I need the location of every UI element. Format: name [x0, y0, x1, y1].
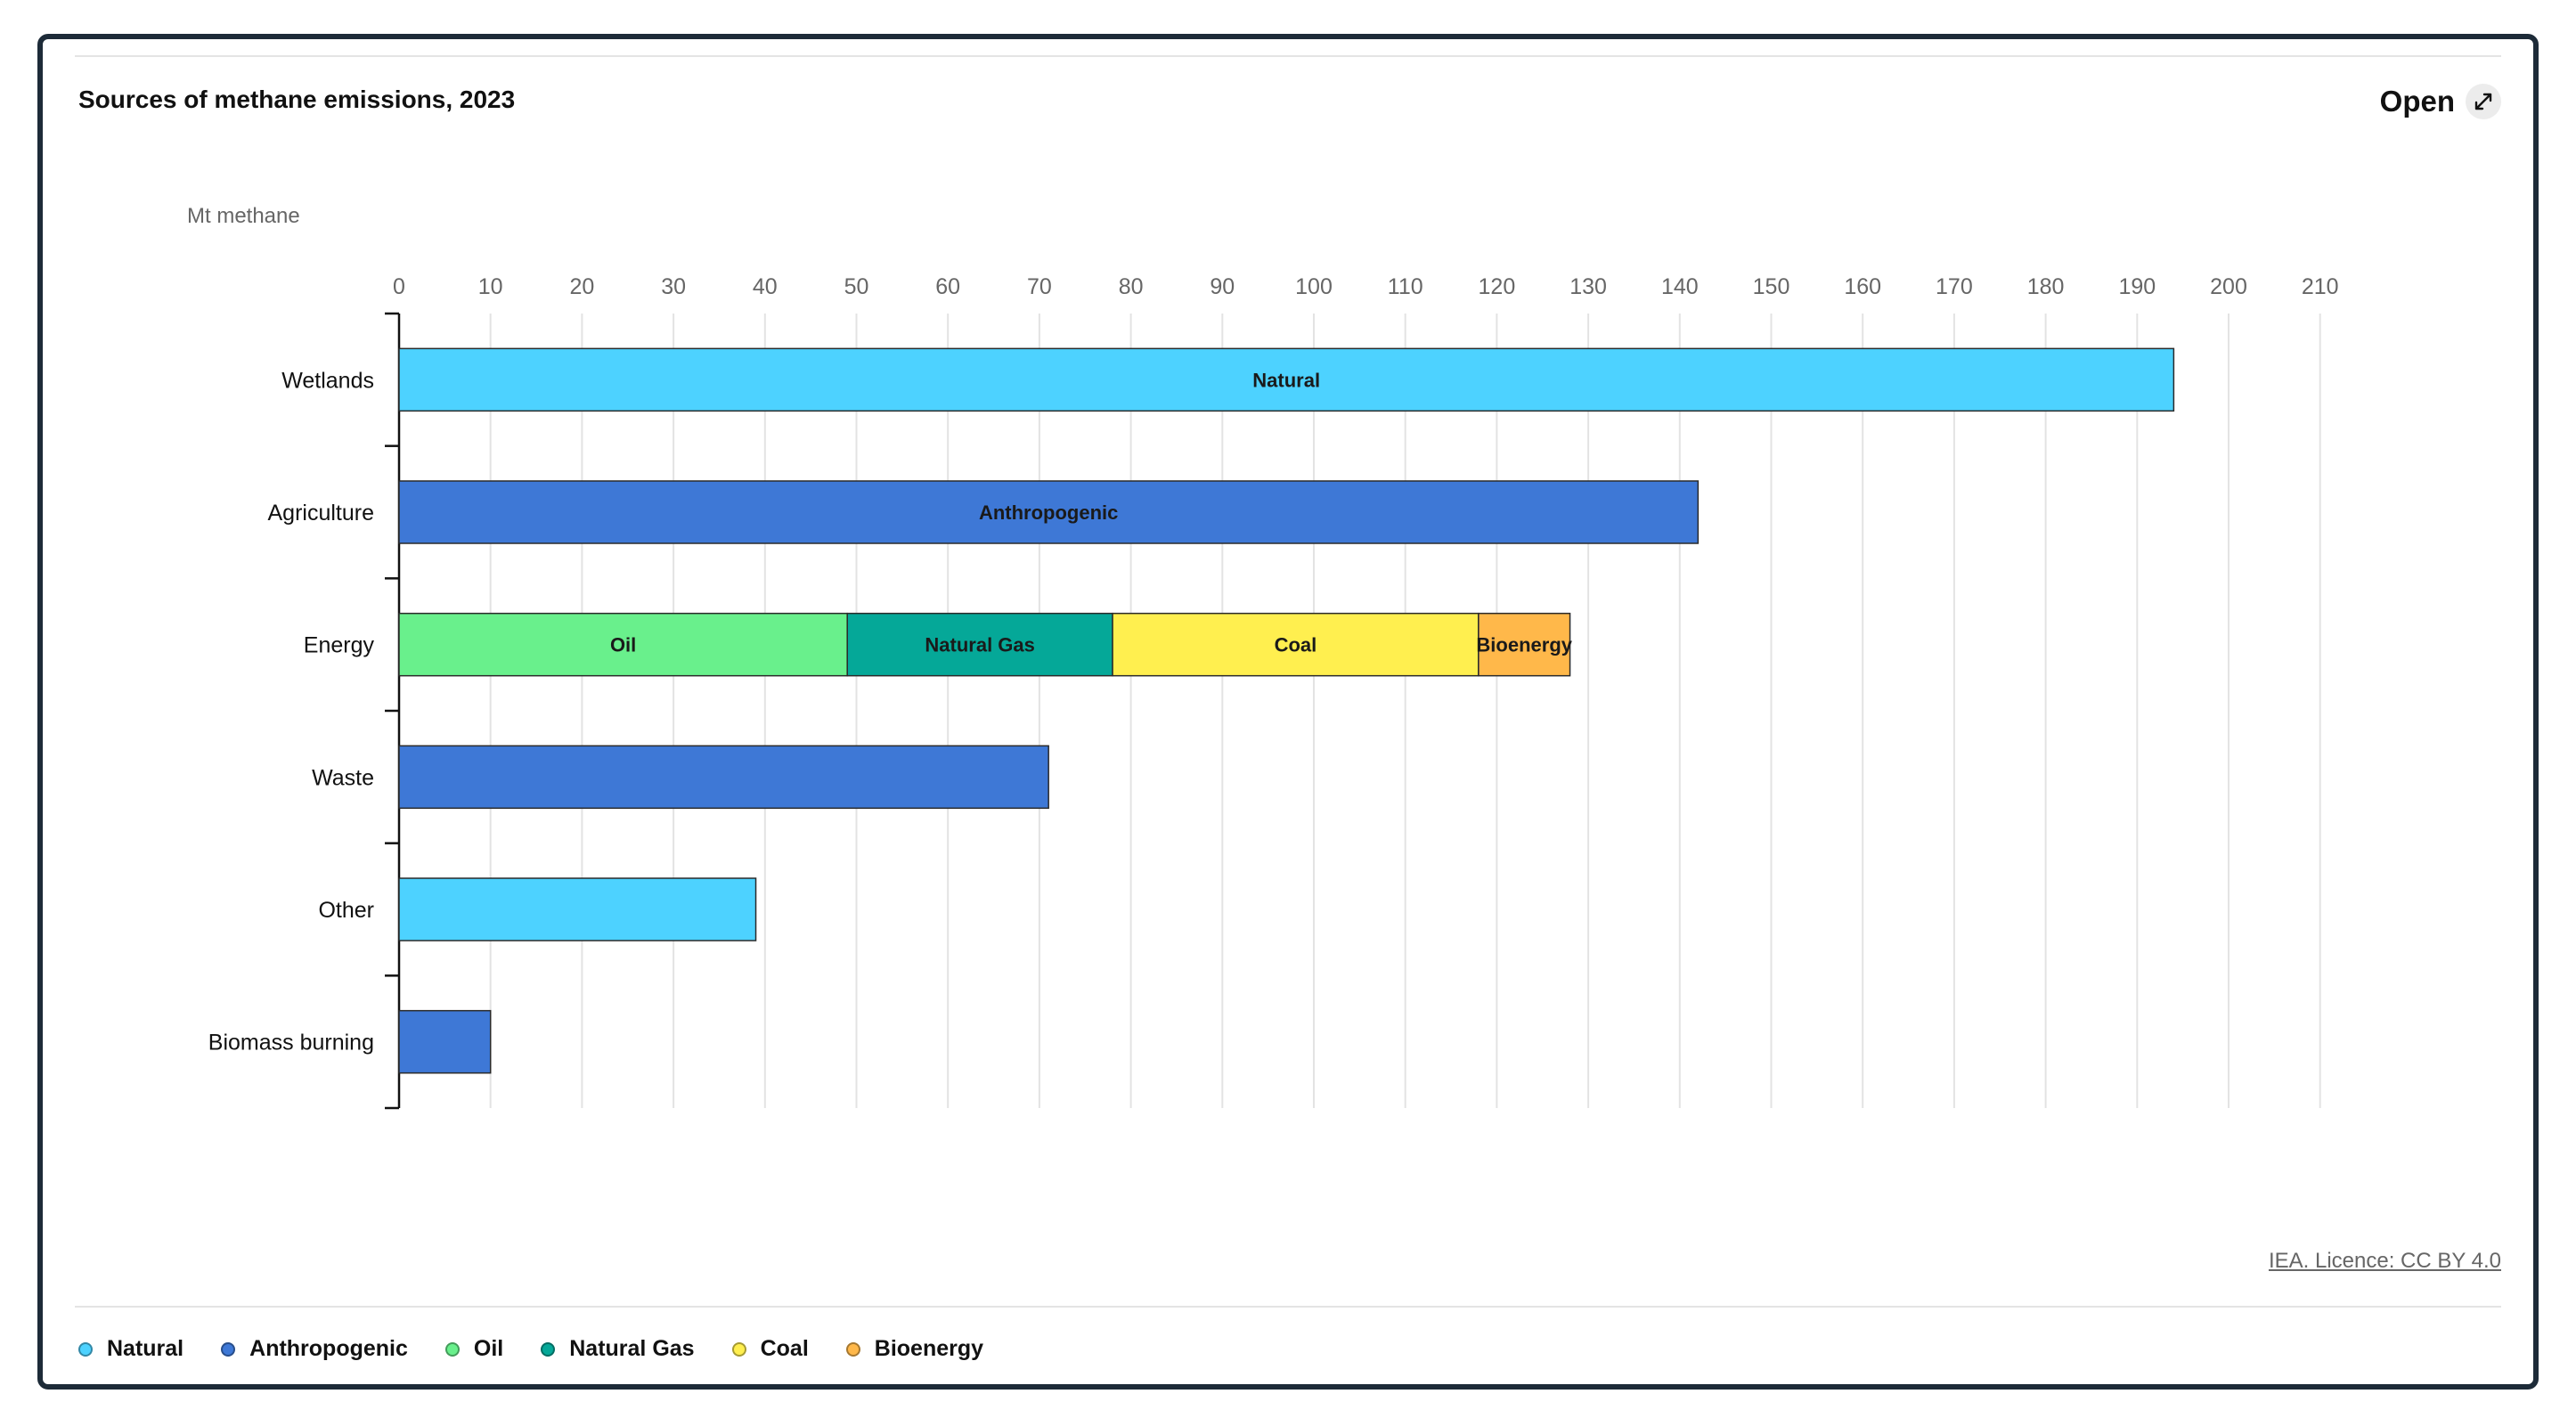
legend-label: Natural Gas — [569, 1336, 695, 1361]
bar-energy-oil — [398, 612, 848, 677]
x-tick-label: 200 — [2210, 274, 2247, 299]
open-button-label: Open — [2379, 85, 2455, 118]
bottom-divider — [75, 1306, 2501, 1308]
bar-data-label: Natural — [1252, 369, 1320, 391]
open-button[interactable]: Open — [2380, 84, 2501, 119]
legend-item-natural-gas[interactable]: Natural Gas — [541, 1336, 695, 1362]
legend-dot-icon — [221, 1341, 236, 1357]
top-divider — [75, 55, 2501, 57]
x-tick-label: 120 — [1479, 274, 1516, 299]
x-tick-label: 210 — [2302, 274, 2339, 299]
bar-energy-bioenergy — [1478, 612, 1571, 677]
legend-dot-icon — [731, 1341, 746, 1357]
x-tick-label: 70 — [1027, 274, 1052, 299]
x-tick-label: 180 — [2027, 274, 2065, 299]
legend-item-bioenergy[interactable]: Bioenergy — [845, 1336, 984, 1362]
legend-dot-icon — [541, 1341, 556, 1357]
category-label: Biomass burning — [208, 1031, 374, 1055]
bar-data-label: Bioenergy — [1476, 634, 1572, 656]
legend-label: Bioenergy — [874, 1336, 984, 1361]
x-tick-label: 20 — [569, 274, 594, 299]
bar-data-label: Oil — [610, 634, 636, 656]
x-tick-label: 30 — [661, 274, 686, 299]
x-tick-label: 100 — [1295, 274, 1333, 299]
bar-chart: Mt methane 0 10 20 30 40 50 60 70 80 90 100 110 120 13… — [187, 204, 2339, 1110]
x-tick-label: 80 — [1119, 274, 1144, 299]
legend-item-oil[interactable]: Oil — [444, 1336, 504, 1362]
x-tick-label: 10 — [478, 274, 503, 299]
category-label: Energy — [304, 633, 375, 658]
expand-icon — [2466, 84, 2501, 119]
chart-card: Sources of methane emissions, 2023 Open … — [37, 34, 2539, 1390]
legend-label: Oil — [473, 1336, 504, 1361]
legend-label: Coal — [760, 1336, 809, 1361]
legend-label: Natural — [107, 1336, 184, 1361]
bar-energy-coal — [1112, 612, 1480, 677]
category-label: Other — [318, 898, 374, 923]
bar-other-natural — [398, 877, 757, 941]
category-label: Wetlands — [281, 368, 374, 393]
bar-waste-anthropogenic — [398, 745, 1049, 810]
x-tick-label: 130 — [1569, 274, 1607, 299]
licence-link[interactable]: IEA. Licence: CC BY 4.0 — [2268, 1249, 2501, 1273]
legend-dot-icon — [845, 1341, 860, 1357]
legend-dot-icon — [444, 1341, 460, 1357]
x-tick-label: 0 — [393, 274, 405, 299]
category-label: Waste — [312, 765, 374, 790]
bar-wetlands-natural — [398, 347, 2175, 412]
legend-item-natural[interactable]: Natural — [78, 1336, 183, 1362]
bar-biomass-burning-anthropogenic — [398, 1009, 492, 1074]
y-axis-label: Mt methane — [187, 204, 300, 228]
bar-data-label: Natural Gas — [925, 634, 1035, 656]
legend-item-coal[interactable]: Coal — [731, 1336, 809, 1362]
x-tick-label: 170 — [1936, 274, 1973, 299]
x-tick-label: 40 — [753, 274, 778, 299]
x-tick-label: 190 — [2118, 274, 2156, 299]
x-tick-label: 160 — [1844, 274, 1881, 299]
x-tick-label: 90 — [1210, 274, 1235, 299]
legend: Natural Anthropogenic Oil Natural Gas Coal Bi… — [78, 1336, 983, 1362]
legend-label: Anthropogenic — [249, 1336, 408, 1361]
legend-item-anthropogenic[interactable]: Anthropogenic — [221, 1336, 408, 1362]
bar-data-label: Anthropogenic — [979, 501, 1118, 524]
x-tick-label: 50 — [844, 274, 869, 299]
bar-agriculture-anthropogenic — [398, 480, 1700, 544]
chart-title: Sources of methane emissions, 2023 — [78, 86, 516, 113]
x-tick-label: 110 — [1388, 274, 1423, 299]
bar-data-label: Coal — [1275, 634, 1317, 656]
category-label: Agriculture — [268, 501, 375, 526]
x-tick-label: 60 — [935, 274, 960, 299]
x-tick-label: 150 — [1753, 274, 1790, 299]
legend-dot-icon — [78, 1341, 93, 1357]
x-tick-label: 140 — [1661, 274, 1699, 299]
